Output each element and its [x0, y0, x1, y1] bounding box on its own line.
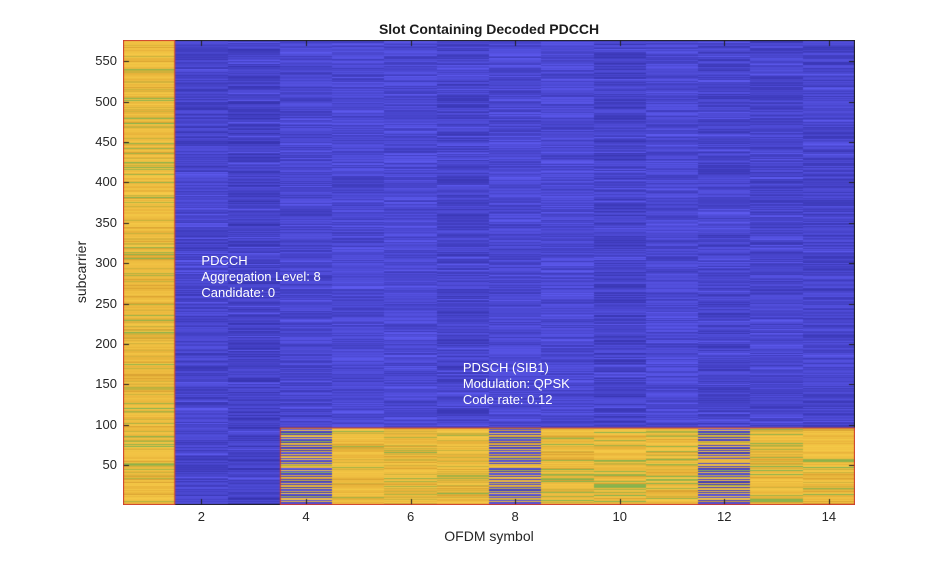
annotation-line: PDCCH	[201, 252, 248, 268]
pdsch-annotation: PDSCH (SIB1) Modulation: QPSK Code rate: 0…	[463, 360, 570, 408]
x-tick-label: 2	[197, 509, 206, 524]
y-tick-label: 300	[95, 255, 117, 271]
y-tick-label: 50	[102, 457, 117, 473]
x-tick-label: 8	[511, 509, 519, 524]
x-tick-label: 14	[821, 509, 837, 524]
x-tick-label: 4	[302, 509, 310, 524]
y-tick-label: 400	[95, 174, 117, 190]
annotation-line: Modulation: QPSK	[462, 376, 570, 392]
y-axis-label: subcarrier	[73, 240, 89, 304]
x-axis-label: OFDM symbol	[444, 528, 534, 544]
y-tick-label: 200	[95, 335, 117, 351]
chart-title: Slot Containing Decoded PDCCH	[378, 21, 600, 37]
y-tick-label: 550	[95, 53, 117, 69]
y-tick-label: 450	[95, 134, 117, 150]
y-tick-label: 500	[95, 93, 117, 109]
x-tick-label: 12	[717, 509, 732, 524]
annotation-line: Candidate: 0	[201, 284, 276, 300]
annotation-line: Code rate: 0.12	[462, 392, 553, 408]
plot-area: PDCCH Aggregation Level: 8 Candidate: 0 PDS…	[123, 40, 855, 505]
annotation-line: PDSCH (SIB1)	[462, 360, 549, 376]
y-tick-label: 350	[95, 214, 117, 230]
resource-grid-heatmap	[123, 40, 855, 505]
y-tick-label: 250	[95, 295, 117, 311]
annotation-line: Aggregation Level: 8	[201, 268, 321, 284]
y-tick-label: 100	[95, 416, 117, 432]
y-tick-label: 150	[95, 376, 117, 392]
pdcch-annotation: PDCCH Aggregation Level: 8 Candidate: 0	[201, 253, 320, 301]
x-tick-label: 10	[612, 509, 627, 524]
x-tick-label: 6	[406, 509, 415, 524]
